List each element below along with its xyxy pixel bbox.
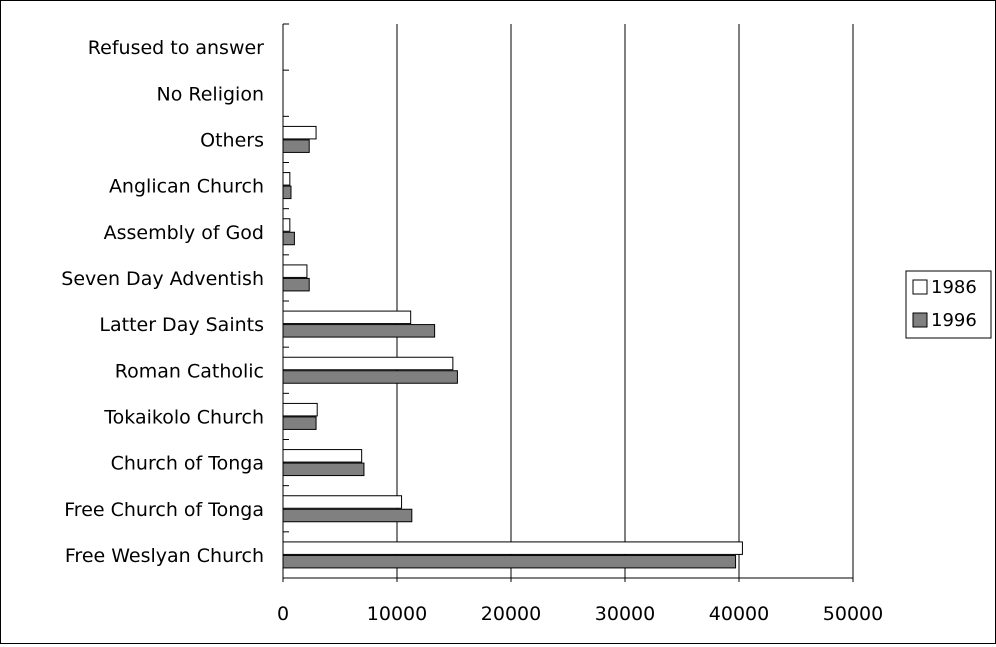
bar-1996 [282,277,310,292]
bar-1986 [282,402,318,417]
category-label: Latter Day Saints [99,314,264,336]
legend-label-1996: 1996 [931,310,977,331]
bar-1986 [282,218,291,232]
bar-1996 [282,139,310,153]
bar-1996 [282,370,458,384]
category-label: Seven Day Adventish [61,268,264,290]
x-tick-label: 20000 [481,603,541,625]
bars [282,125,743,569]
x-tick-label: 30000 [595,603,655,625]
legend: 1986 1996 [905,270,992,339]
category-label: Tokaikolo Church [103,406,264,428]
x-tick-labels: 0 10000 20000 30000 40000 50000 [277,603,883,625]
category-label: Roman Catholic [115,360,264,382]
bar-1986 [282,310,412,325]
legend-swatch-1986 [912,279,928,295]
category-label: Refused to answer [88,37,264,59]
bar-1986 [282,356,454,371]
legend-label-1986: 1986 [931,277,977,298]
category-label: Assembly of God [104,222,264,244]
bar-1996 [282,508,413,523]
bar-1986 [282,264,308,278]
legend-swatch-1996 [912,312,928,328]
bar-1986 [282,125,317,140]
bar-1986 [282,495,403,509]
bar-1996 [282,231,295,246]
category-label: Church of Tonga [111,453,264,475]
x-tick-label: 50000 [823,603,883,625]
bar-1996 [282,462,365,477]
category-label: Free Weslyan Church [65,545,264,567]
category-label: Anglican Church [109,176,264,198]
category-label: Others [200,129,264,151]
x-tick-label: 10000 [367,603,427,625]
bar-1996 [282,416,317,430]
category-label: Free Church of Tonga [64,499,264,521]
axes [282,23,854,582]
bar-1996 [282,324,436,338]
x-tick-label: 0 [277,603,289,625]
bar-1986 [282,541,743,555]
gridlines [396,24,854,578]
category-label: No Religion [157,83,264,105]
category-labels: Free Weslyan Church Free Church of Tonga C… [61,37,264,567]
bar-1986 [282,172,291,186]
x-tick-label: 40000 [709,603,769,625]
bar-1996 [282,554,737,569]
bar-1986 [282,449,363,463]
bar-1996 [282,185,292,200]
